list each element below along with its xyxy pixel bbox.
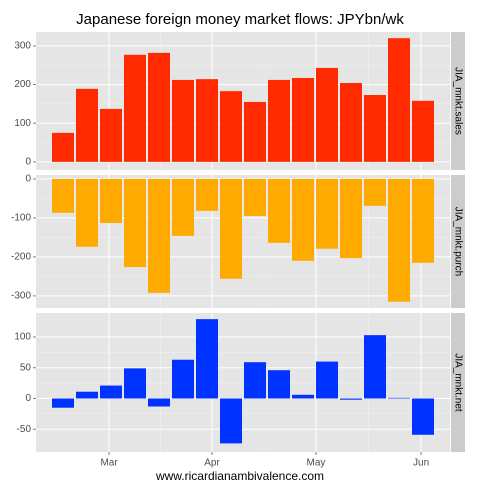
bar bbox=[196, 319, 218, 399]
y-tick-label: -200 bbox=[11, 252, 31, 263]
bar bbox=[364, 178, 386, 206]
bar bbox=[148, 178, 170, 293]
bar bbox=[196, 79, 218, 162]
bar bbox=[292, 78, 314, 162]
y-tick-label: 0 bbox=[25, 157, 31, 168]
strip-label: JIA_mnkt.purch bbox=[452, 207, 463, 276]
bar bbox=[340, 178, 362, 259]
y-tick-label: 100 bbox=[14, 332, 31, 343]
bar bbox=[100, 178, 122, 223]
y-tick-label: -100 bbox=[11, 213, 31, 224]
bar bbox=[412, 398, 434, 435]
strip-background bbox=[451, 32, 465, 170]
bar bbox=[76, 391, 98, 399]
x-tick-label: Apr bbox=[204, 458, 220, 469]
bar bbox=[100, 385, 122, 399]
bar bbox=[340, 83, 362, 162]
bar bbox=[268, 79, 290, 162]
bar bbox=[172, 178, 194, 236]
bar bbox=[388, 178, 410, 302]
bar bbox=[244, 101, 266, 162]
bar bbox=[124, 368, 146, 399]
y-tick-label: 0 bbox=[25, 174, 31, 185]
panel-background bbox=[36, 313, 450, 452]
bar bbox=[52, 178, 74, 213]
bar bbox=[412, 178, 434, 263]
x-tick-label: Jun bbox=[413, 458, 429, 469]
bar bbox=[52, 398, 74, 408]
bar bbox=[172, 79, 194, 162]
bar bbox=[220, 178, 242, 279]
bar bbox=[100, 108, 122, 162]
bar bbox=[52, 132, 74, 162]
strip-background bbox=[451, 175, 465, 308]
y-tick-label: 200 bbox=[14, 79, 31, 90]
bar bbox=[388, 397, 410, 399]
bar bbox=[148, 398, 170, 407]
bar bbox=[364, 335, 386, 399]
bar bbox=[316, 361, 338, 399]
strip-label: JIA_mnkt.sales bbox=[452, 67, 463, 135]
bar bbox=[244, 178, 266, 216]
bar bbox=[220, 398, 242, 444]
bar bbox=[292, 178, 314, 261]
bar bbox=[268, 178, 290, 243]
panel-background bbox=[36, 32, 450, 170]
bar bbox=[148, 52, 170, 162]
panel-background bbox=[36, 175, 450, 308]
strip-background bbox=[451, 313, 465, 452]
bar bbox=[316, 67, 338, 162]
y-tick-label: -50 bbox=[17, 424, 32, 435]
bar bbox=[124, 178, 146, 268]
bar bbox=[412, 100, 434, 162]
y-tick-label: 50 bbox=[20, 362, 32, 373]
bar bbox=[316, 178, 338, 249]
bar bbox=[268, 370, 290, 399]
bar bbox=[340, 398, 362, 400]
bar bbox=[244, 362, 266, 399]
y-tick-label: 0 bbox=[25, 393, 31, 404]
y-tick-label: 100 bbox=[14, 118, 31, 129]
bar bbox=[172, 359, 194, 399]
chart-title: Japanese foreign money market flows: JPY… bbox=[76, 11, 404, 28]
bar bbox=[388, 38, 410, 162]
bar bbox=[76, 88, 98, 162]
x-tick-label: Mar bbox=[100, 458, 118, 469]
footer: www.ricardianambivalence.com bbox=[155, 469, 324, 480]
bar bbox=[364, 95, 386, 162]
bar bbox=[196, 178, 218, 211]
y-tick-label: 300 bbox=[14, 41, 31, 52]
bar bbox=[124, 54, 146, 162]
x-tick-label: May bbox=[307, 458, 326, 469]
y-tick-label: -300 bbox=[11, 291, 31, 302]
bar bbox=[76, 178, 98, 247]
bar bbox=[292, 394, 314, 399]
bar bbox=[220, 91, 242, 162]
strip-label: JIA_mnkt.net bbox=[452, 353, 463, 412]
